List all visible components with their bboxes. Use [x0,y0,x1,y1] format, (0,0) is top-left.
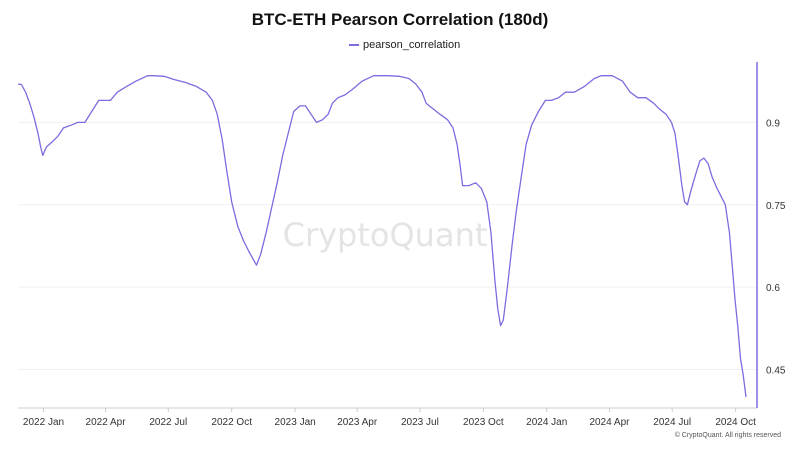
x-tick-label: 2023 Apr [337,417,378,428]
legend-swatch [349,44,359,46]
legend[interactable]: pearson_correlation [349,39,460,51]
x-tick-label: 2024 Oct [715,417,756,428]
y-tick-label: 0.6 [766,283,780,294]
x-tick-label: 2022 Oct [211,417,252,428]
x-tick-label: 2023 Jul [401,417,439,428]
x-tick-label: 2024 Apr [589,417,630,428]
x-tick-label: 2022 Jan [23,417,64,428]
series-line-pearson-correlation[interactable] [17,75,747,398]
x-tick-label: 2022 Apr [86,417,127,428]
legend-label: pearson_correlation [363,39,461,51]
x-axis-ticks: 2022 Jan 2022 Apr 2022 Jul 2022 Oct 2023 Jan… [23,408,756,428]
watermark-text: CryptoQuant [283,216,488,254]
x-tick-label: 2023 Jan [275,417,316,428]
x-tick-label: 2024 Jan [526,417,567,428]
y-tick-label: 0.9 [766,118,780,129]
x-tick-label: 2024 Jul [653,417,691,428]
credit-text: © CryptoQuant. All rights reserved [674,432,781,439]
chart-title: BTC-ETH Pearson Correlation (180d) [251,10,549,29]
y-tick-label: 0.45 [766,366,786,377]
x-tick-label: 2023 Oct [463,417,504,428]
gridlines [18,121,757,371]
x-tick-label: 2022 Jul [149,417,187,428]
y-axis-ticks: 0.45 0.6 0.75 0.9 [766,118,786,376]
y-tick-label: 0.75 [766,201,786,212]
